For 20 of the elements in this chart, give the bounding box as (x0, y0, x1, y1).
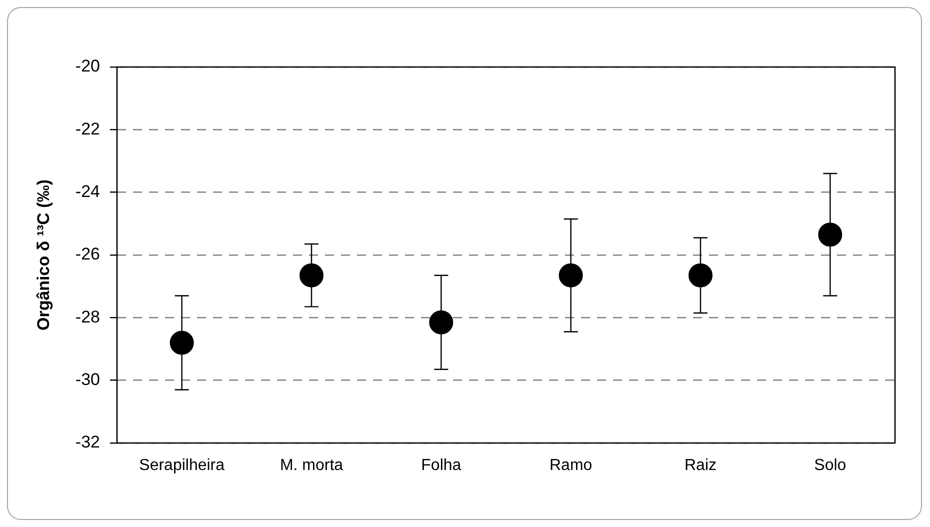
point (300, 263, 324, 288)
x-tick-label: Serapilheira (139, 457, 225, 474)
x-tick-label: Solo (814, 457, 846, 474)
y-tick-label: -20 (75, 56, 100, 76)
y-tick-label: -32 (75, 432, 100, 452)
point (688, 263, 712, 288)
y-tick-label: -30 (75, 370, 100, 390)
point (818, 222, 842, 247)
x-tick-label: M. morta (280, 457, 344, 474)
x-tick-label: Raiz (684, 457, 717, 474)
point (558, 263, 583, 288)
y-tick-label: -22 (75, 119, 100, 138)
point (429, 310, 454, 334)
x-tick-label: Ramo (549, 457, 592, 474)
y-tick-label: -26 (75, 244, 100, 264)
x-tick-label: Folha (421, 457, 462, 474)
y-tick-label: -24 (75, 182, 100, 202)
point (170, 330, 194, 355)
y-axis-title: Orgânico δ ¹³C (‰) (34, 179, 53, 331)
y-tick-label: -28 (75, 307, 100, 326)
